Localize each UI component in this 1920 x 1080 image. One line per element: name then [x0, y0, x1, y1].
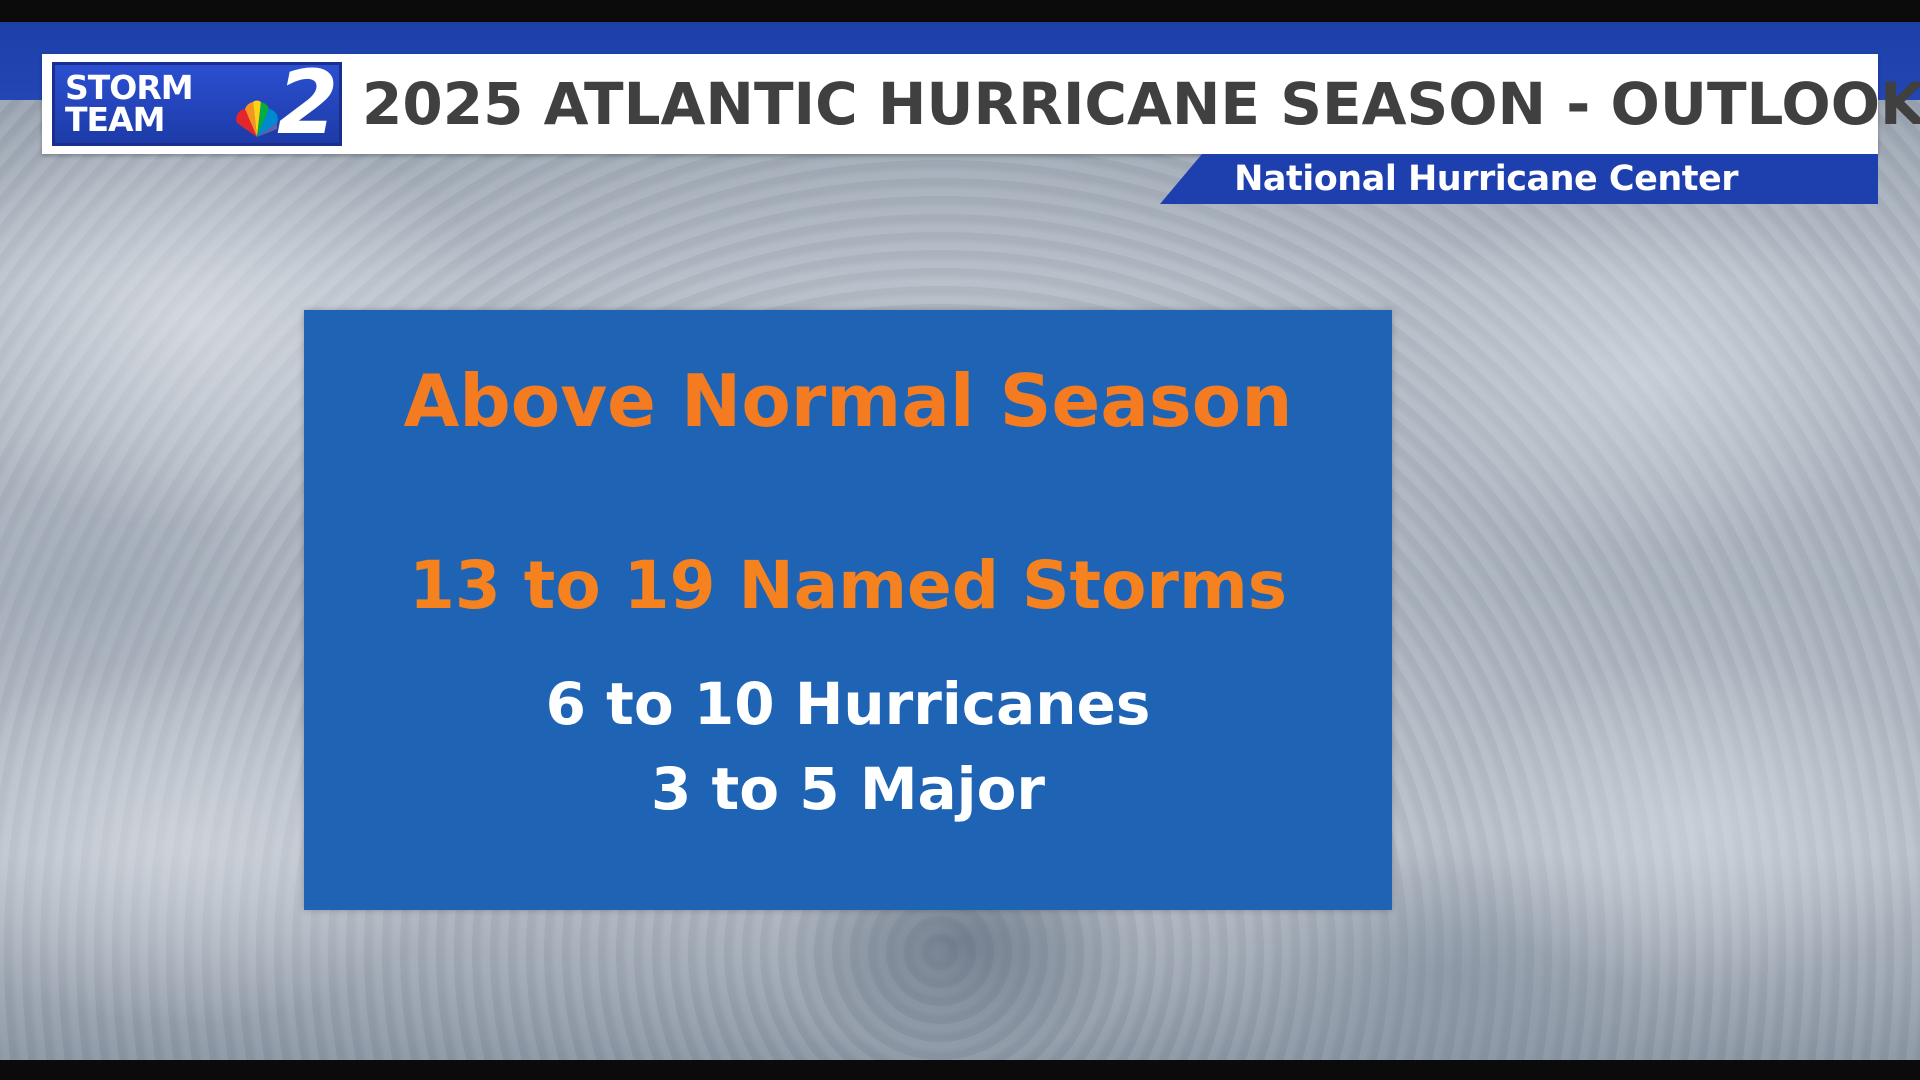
bottom-letterbox — [0, 1060, 1920, 1080]
major-hurricanes-range: 3 to 5 Major — [650, 755, 1046, 823]
source-tab — [1160, 154, 1878, 204]
logo-word-team: TEAM — [65, 100, 165, 139]
station-logo: STORM TEAM 2 — [52, 62, 342, 146]
named-storms-range: 13 to 19 Named Storms — [408, 547, 1288, 624]
page-title: 2025 ATLANTIC HURRICANE SEASON - OUTLOOK — [362, 70, 1920, 138]
logo-number: 2 — [277, 62, 339, 146]
nbc-peacock-icon — [236, 100, 278, 137]
header-bar — [42, 54, 1878, 154]
source-label: National Hurricane Center — [1234, 159, 1738, 199]
season-headline: Above Normal Season — [403, 359, 1293, 443]
logo-word-storm: STORM — [65, 68, 194, 107]
top-letterbox — [0, 0, 1920, 22]
outlook-panel: Above Normal Season 13 to 19 Named Storm… — [304, 310, 1392, 910]
hurricanes-range: 6 to 10 Hurricanes — [545, 670, 1151, 738]
